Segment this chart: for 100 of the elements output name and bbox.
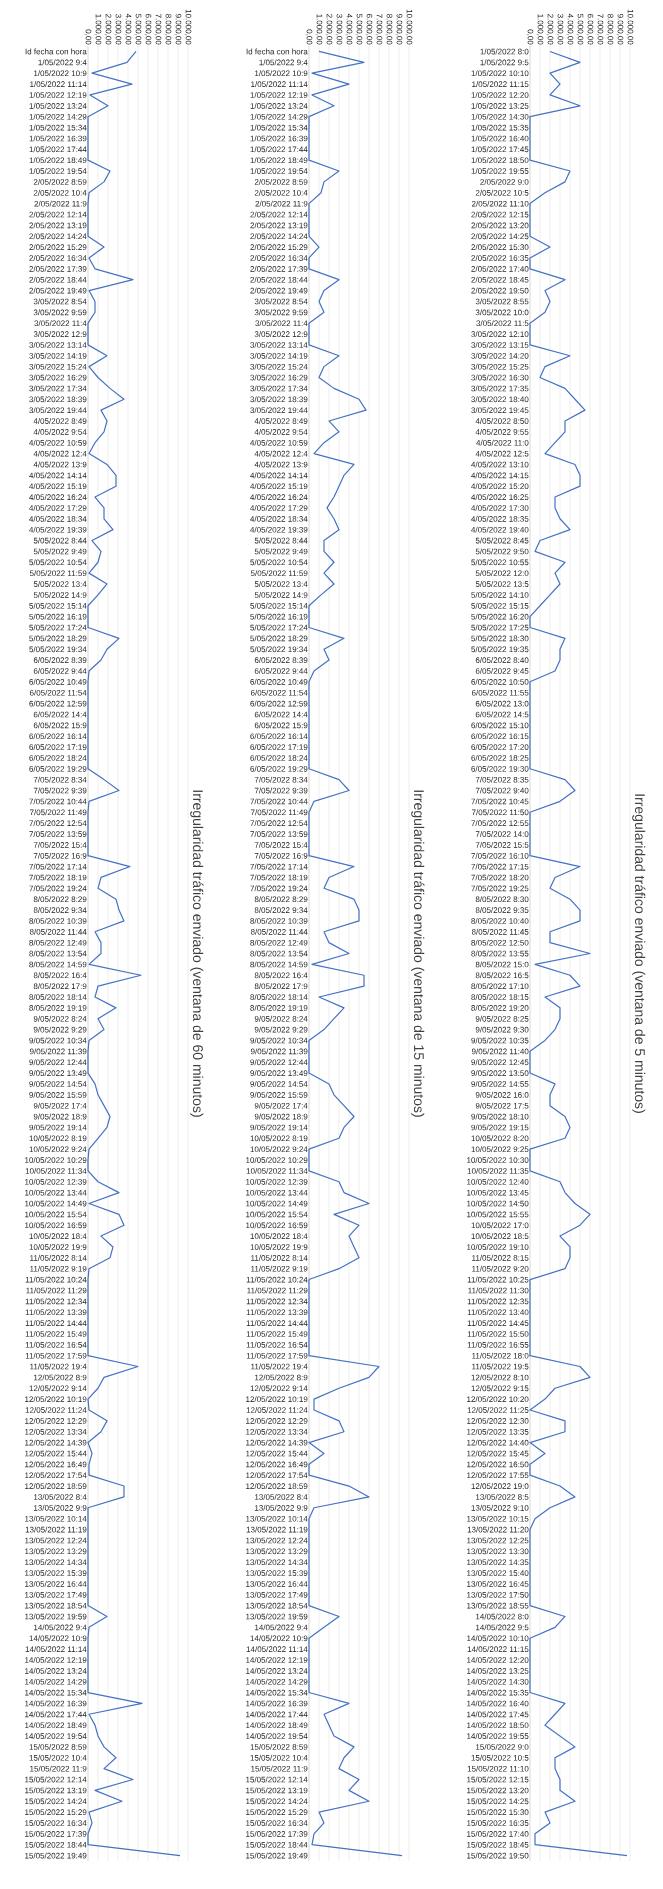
y-tick-label: 4/05/2022 10:59 — [250, 439, 308, 446]
y-tick-label: 10/05/2022 8:19 — [29, 1135, 87, 1142]
y-tick-label: 15/05/2022 8:59 — [29, 1743, 87, 1750]
y-tick-label: 5/05/2022 13:4 — [33, 581, 87, 587]
y-tick-label: 13/05/2022 10:15 — [467, 1515, 529, 1522]
y-tick-label: 15/05/2022 16:34 — [246, 1820, 308, 1826]
y-tick-label: 11/05/2022 11:30 — [468, 1287, 529, 1294]
y-tick-label: 3/05/2022 13:14 — [29, 341, 87, 348]
y-tick-label: 13/05/2022 15:40 — [467, 1570, 529, 1576]
y-tick-label: 2/05/2022 18:44 — [29, 276, 87, 283]
y-tick-label: 12/05/2022 11:24 — [25, 1407, 87, 1413]
y-tick-label: 13/05/2022 19:59 — [246, 1613, 308, 1620]
y-tick-label: 9/05/2022 14:54 — [29, 1080, 87, 1087]
y-tick-label: 8/05/2022 14:59 — [250, 961, 308, 968]
y-tick-label: 9/05/2022 11:39 — [29, 1048, 87, 1055]
y-tick-label: 15/05/2022 18:44 — [25, 1841, 87, 1848]
y-tick-label: 13/05/2022 11:19 — [25, 1526, 87, 1533]
y-tick-label: 2/05/2022 17:39 — [250, 265, 308, 272]
y-tick-label: 7/05/2022 19:25 — [471, 885, 529, 892]
y-tick-label: 12/05/2022 12:30 — [467, 1417, 529, 1424]
y-tick-label: 10/05/2022 14:49 — [25, 1200, 87, 1207]
y-tick-label: 11/05/2022 14:44 — [25, 1320, 87, 1326]
y-tick-label: 10/05/2022 19:10 — [467, 1244, 529, 1250]
y-tick-label: 7/05/2022 18:19 — [250, 874, 308, 881]
y-tick-label: 4/05/2022 18:34 — [29, 515, 87, 522]
y-tick-label: 14/05/2022 16:40 — [467, 1700, 529, 1707]
y-tick-label: 14/05/2022 15:35 — [467, 1689, 529, 1696]
y-tick-label: 13/05/2022 14:34 — [246, 1559, 308, 1566]
y-tick-label: 8/05/2022 19:19 — [250, 1004, 308, 1011]
y-tick-label: 12/05/2022 16:50 — [467, 1461, 529, 1468]
y-tick-label: 7/05/2022 13:59 — [29, 831, 87, 837]
y-tick-label: 8/05/2022 9:34 — [33, 907, 87, 913]
y-tick-label: 9/05/2022 19:14 — [29, 1124, 87, 1131]
y-tick-label: 14/05/2022 8:0 — [476, 1613, 529, 1620]
y-tick-label: 2/05/2022 8:59 — [33, 178, 87, 185]
y-tick-label: 1/05/2022 16:39 — [250, 135, 308, 142]
y-tick-label: 1/05/2022 14:29 — [250, 113, 308, 120]
y-tick-label: 10/05/2022 14:49 — [246, 1200, 308, 1207]
y-tick-label: 7/05/2022 14:0 — [475, 831, 529, 837]
y-tick-label: 4/05/2022 12:4 — [254, 450, 308, 457]
y-tick-label: 4/05/2022 18:34 — [250, 515, 308, 522]
y-tick-label: 2/05/2022 19:49 — [29, 287, 87, 294]
x-tick-label: 9.000,00 — [174, 14, 182, 45]
y-tick-label: 4/05/2022 8:50 — [475, 418, 529, 424]
y-tick-label: 15/05/2022 17:39 — [25, 1830, 87, 1837]
x-tick-label: 6.000,00 — [144, 14, 152, 45]
text: Irregularidad tráfico enviado (ventana de 5 minutos) — [632, 794, 646, 1113]
y-tick-label: 3/05/2022 17:35 — [471, 385, 529, 392]
y-tick-label: Id fecha con hora — [25, 48, 87, 55]
y-tick-label: 10/05/2022 12:39 — [246, 1178, 308, 1185]
y-tick-label: 6/05/2022 17:19 — [29, 744, 87, 750]
y-tick-label: 5/05/2022 11:59 — [250, 570, 308, 577]
y-tick-label: 3/05/2022 12:9 — [33, 331, 87, 337]
y-tick-label: 5/05/2022 19:34 — [250, 646, 308, 653]
y-tick-label: 1/05/2022 12:19 — [250, 91, 308, 98]
x-tick-label: 8.000,00 — [606, 14, 614, 45]
y-tick-label: 2/05/2022 18:44 — [250, 276, 308, 283]
y-tick-label: 2/05/2022 16:34 — [250, 255, 308, 261]
y-tick-label: 4/05/2022 19:39 — [29, 526, 87, 533]
x-tick-label: 6.000,00 — [586, 14, 594, 45]
y-tick-label: 3/05/2022 19:44 — [29, 407, 87, 414]
y-tick-label: 13/05/2022 16:44 — [246, 1580, 308, 1587]
y-tick-label: 12/05/2022 10:19 — [25, 1396, 87, 1403]
y-tick-label: 11/05/2022 19:4 — [251, 1363, 308, 1370]
y-tick-label: 8/05/2022 19:19 — [29, 1004, 87, 1011]
y-tick-label: 1/05/2022 13:24 — [250, 102, 308, 109]
y-tick-label: 1/05/2022 19:55 — [471, 168, 529, 174]
y-tick-label: 6/05/2022 17:19 — [250, 744, 308, 750]
y-tick-label: 7/05/2022 15:4 — [254, 841, 308, 848]
y-tick-label: 6/05/2022 8:39 — [254, 657, 308, 663]
y-tick-label: 7/05/2022 12:54 — [29, 820, 87, 827]
y-tick-label: 14/05/2022 16:39 — [246, 1700, 308, 1707]
x-tick-label: 10.000,00 — [184, 9, 192, 45]
y-tick-label: 4/05/2022 15:19 — [29, 483, 87, 490]
y-tick-label: 4/05/2022 10:59 — [29, 439, 87, 446]
y-tick-label: 13/05/2022 10:14 — [246, 1515, 308, 1522]
y-tick-label: 14/05/2022 14:30 — [467, 1678, 529, 1685]
y-tick-label: 2/05/2022 10:4 — [254, 189, 308, 196]
y-tick-label: 12/05/2022 8:9 — [255, 1374, 308, 1381]
y-tick-label: 11/05/2022 16:55 — [467, 1341, 529, 1348]
y-tick-label: 15/05/2022 11:10 — [467, 1765, 529, 1772]
y-tick-label: 10/05/2022 15:54 — [25, 1211, 87, 1218]
y-tick-label: 2/05/2022 13:19 — [29, 222, 87, 229]
y-tick-label: 15/05/2022 11:9 — [251, 1765, 308, 1772]
y-tick-label: 6/05/2022 11:55 — [471, 689, 529, 696]
x-tick-label: 4.000,00 — [345, 13, 353, 45]
y-tick-label: 13/05/2022 11:20 — [467, 1526, 529, 1533]
y-tick-label: 5/05/2022 16:19 — [29, 613, 87, 620]
y-tick-label: 8/05/2022 18:14 — [29, 994, 87, 1000]
y-tick-label: 8/05/2022 16:4 — [254, 972, 308, 979]
y-tick-label: 6/05/2022 12:59 — [250, 700, 308, 707]
y-tick-label: 14/05/2022 12:19 — [25, 1656, 87, 1663]
y-tick-label: 2/05/2022 11:10 — [471, 200, 529, 207]
y-tick-label: 13/05/2022 17:49 — [25, 1591, 87, 1598]
y-tick-label: 3/05/2022 18:39 — [29, 396, 87, 403]
y-tick-label: 3/05/2022 15:24 — [29, 363, 87, 370]
y-tick-label: 15/05/2022 13:20 — [467, 1787, 529, 1794]
y-tick-label: 5/05/2022 13:4 — [254, 581, 308, 587]
y-tick-label: 14/05/2022 14:29 — [25, 1678, 87, 1685]
y-tick-label: 3/05/2022 11:4 — [255, 320, 308, 327]
